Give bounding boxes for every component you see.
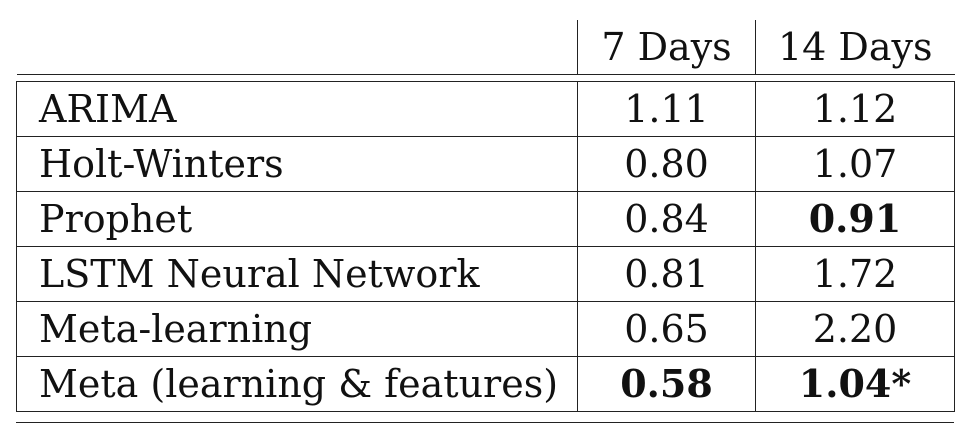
header-corner [16, 20, 578, 75]
table-header-row: 7 Days 14 Days [16, 20, 955, 75]
value-7-days: 0.80 [577, 136, 756, 192]
value-14-days: 1.04* [755, 356, 955, 412]
value-14-days: 1.72 [755, 246, 955, 302]
value-7-days: 1.11 [577, 81, 756, 137]
table-body: ARIMA 1.11 1.12 Holt-Winters 0.80 1.07 P… [16, 81, 955, 412]
header-7-days: 7 Days [577, 20, 756, 75]
table-row: Prophet 0.84 0.91 [16, 191, 955, 247]
bottom-rule [16, 422, 954, 423]
results-table: 7 Days 14 Days ARIMA 1.11 1.12 Holt-Wint… [16, 20, 955, 412]
method-name: Meta-learning [16, 301, 578, 357]
table-row: Meta (learning & features) 0.58 1.04* [16, 356, 955, 412]
method-name: LSTM Neural Network [16, 246, 578, 302]
method-name: Meta (learning & features) [16, 356, 578, 412]
table-row: ARIMA 1.11 1.12 [16, 81, 955, 137]
value-7-days: 0.81 [577, 246, 756, 302]
method-name: ARIMA [16, 81, 578, 137]
value-14-days: 1.07 [755, 136, 955, 192]
table-row: Holt-Winters 0.80 1.07 [16, 136, 955, 192]
table-row: LSTM Neural Network 0.81 1.72 [16, 246, 955, 302]
value-14-days: 0.91 [755, 191, 955, 247]
table-row: Meta-learning 0.65 2.20 [16, 301, 955, 357]
value-7-days: 0.84 [577, 191, 756, 247]
header-14-days: 14 Days [755, 20, 955, 75]
value-7-days: 0.65 [577, 301, 756, 357]
value-14-days: 2.20 [755, 301, 955, 357]
method-name: Prophet [16, 191, 578, 247]
value-14-days: 1.12 [755, 81, 955, 137]
method-name: Holt-Winters [16, 136, 578, 192]
value-7-days: 0.58 [577, 356, 756, 412]
results-table-container: 7 Days 14 Days ARIMA 1.11 1.12 Holt-Wint… [16, 20, 955, 412]
